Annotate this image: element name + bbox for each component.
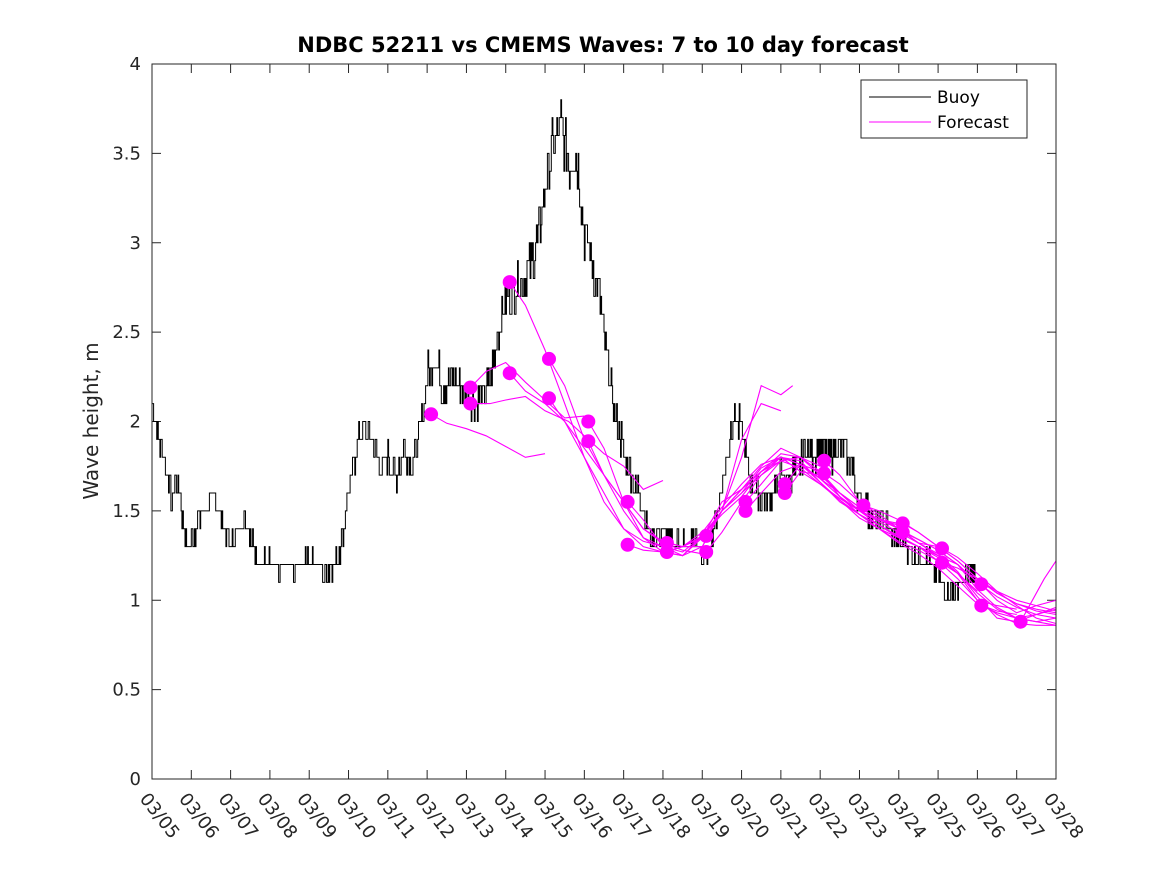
forecast-marker <box>699 528 714 543</box>
x-tick-label: 03/17 <box>607 789 655 843</box>
x-tick-label: 03/12 <box>410 789 458 843</box>
forecast-line <box>470 395 664 491</box>
buoy-line <box>152 99 978 601</box>
chart-title: NDBC 52211 vs CMEMS Waves: 7 to 10 day f… <box>297 33 908 57</box>
forecast-marker <box>620 537 635 552</box>
x-tick-label: 03/26 <box>960 789 1008 843</box>
forecast-marker <box>502 275 517 290</box>
forecast-marker <box>777 486 792 500</box>
plot-area <box>152 64 1056 779</box>
legend: Buoy Forecast <box>860 79 1028 139</box>
x-tick-label: 03/18 <box>646 789 694 843</box>
forecast-marker <box>424 407 439 422</box>
forecast-marker <box>856 498 871 513</box>
x-tick-label: 03/16 <box>567 789 615 843</box>
forecast-marker <box>974 577 989 592</box>
x-tick-label: 03/28 <box>1039 789 1087 843</box>
forecast-line <box>941 547 1057 625</box>
forecast-marker <box>659 545 674 559</box>
forecast-marker <box>817 453 832 468</box>
forecast-marker <box>1013 614 1028 629</box>
x-tick-label: 03/24 <box>882 789 930 843</box>
plot-frame <box>151 63 1057 780</box>
forecast-marker <box>699 545 714 559</box>
legend-forecast-label: Forecast <box>937 113 1009 133</box>
y-axis-label: Wave height, m <box>79 342 103 499</box>
x-tick-label: 03/07 <box>214 789 262 843</box>
forecast-marker <box>935 555 949 570</box>
forecast-line <box>430 413 546 458</box>
x-tick-label: 03/13 <box>449 789 497 843</box>
y-tick-label: 1 <box>130 590 141 611</box>
forecast-marker <box>502 366 517 381</box>
x-tick-label: 03/19 <box>685 789 733 843</box>
y-tick-label: 3 <box>130 233 141 254</box>
forecast-marker <box>542 391 556 406</box>
x-tick-label: 03/09 <box>292 789 340 843</box>
forecast-marker <box>463 396 478 411</box>
forecast-line <box>705 456 978 583</box>
x-tick-label: 03/15 <box>528 789 576 843</box>
x-tick-label: 03/21 <box>764 789 812 843</box>
legend-box <box>860 79 1028 139</box>
forecast-marker <box>974 598 989 613</box>
forecast-line <box>941 562 1057 616</box>
y-tick-label: 1.5 <box>112 501 141 522</box>
forecast-line <box>1020 560 1057 622</box>
x-tick-label: 03/08 <box>253 789 301 843</box>
y-tick-label: 0 <box>130 769 141 790</box>
x-tick-label: 03/25 <box>921 789 969 843</box>
x-tick-label: 03/10 <box>332 789 380 843</box>
forecast-line <box>745 463 1017 616</box>
forecast-marker <box>581 414 596 429</box>
y-axis-ticks: 0 0.5 1 1.5 2 2.5 3 3.5 4 <box>112 54 1056 790</box>
x-tick-label: 03/22 <box>803 789 851 843</box>
x-tick-label: 03/05 <box>135 789 183 843</box>
forecast-marker <box>895 525 910 540</box>
y-tick-label: 3.5 <box>112 143 141 164</box>
forecast-marker <box>738 503 753 518</box>
forecast-line <box>980 583 1057 614</box>
x-tick-label: 03/23 <box>843 789 891 843</box>
x-tick-label: 03/06 <box>174 789 222 843</box>
forecast-marker <box>935 541 949 556</box>
x-tick-label: 03/20 <box>725 789 773 843</box>
y-tick-label: 2.5 <box>112 322 141 343</box>
series-layer <box>152 99 1057 629</box>
y-tick-label: 2 <box>130 412 141 433</box>
forecast-marker <box>817 466 832 481</box>
forecast-marker <box>542 351 556 366</box>
x-tick-label: 03/14 <box>489 789 537 843</box>
y-tick-label: 4 <box>130 54 141 75</box>
x-tick-label: 03/11 <box>371 789 419 843</box>
forecast-marker <box>620 494 635 509</box>
forecast-marker <box>581 434 596 449</box>
x-tick-label: 03/27 <box>1000 789 1048 843</box>
forecast-line <box>470 361 585 419</box>
legend-buoy-label: Buoy <box>937 88 980 108</box>
forecast-marker <box>463 380 478 395</box>
y-tick-label: 0.5 <box>112 680 141 701</box>
forecast-line <box>705 456 978 592</box>
